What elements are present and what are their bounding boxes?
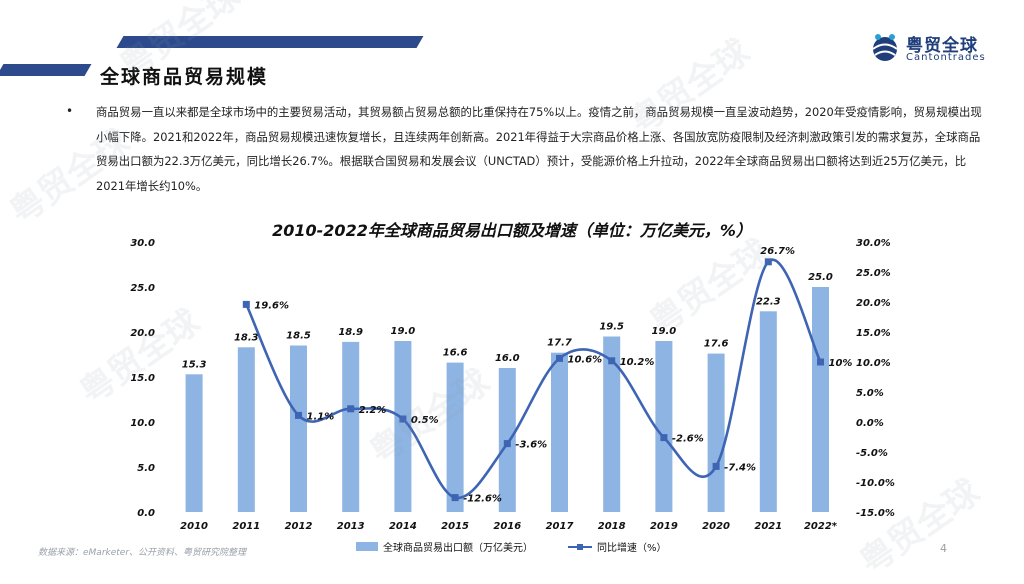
bar — [759, 311, 777, 512]
bar-value-label: 19.0 — [391, 326, 416, 337]
data-source-note: 数据来源：eMarketer、公开资料、粤贸研究院整理 — [38, 548, 247, 558]
bar-value-label: 18.5 — [286, 331, 311, 342]
growth-rate-point — [242, 300, 250, 308]
x-tick-label: 2021 — [754, 521, 782, 532]
bar-value-label: 15.3 — [182, 359, 207, 370]
y-left-tick-label: 30.0 — [130, 238, 155, 249]
growth-rate-point — [817, 358, 824, 366]
growth-rate-point — [503, 440, 511, 448]
x-tick-label: 2013 — [337, 521, 365, 532]
growth-rate-label: 10.6% — [568, 354, 603, 365]
growth-rate-label: 1.1% — [307, 411, 335, 422]
growth-rate-line — [245, 258, 822, 500]
y-left-tick-label: 15.0 — [130, 373, 155, 384]
bar-value-label: 25.0 — [808, 272, 833, 283]
y-left-tick-label: 0.0 — [137, 508, 155, 519]
growth-rate-point — [764, 258, 772, 266]
growth-rate-label: -12.6% — [463, 494, 502, 505]
growth-rate-label: -7.4% — [724, 462, 756, 473]
growth-rate-label: 0.5% — [411, 415, 439, 426]
y-right-tick-label: 25.0% — [856, 268, 891, 279]
bar-value-label: 18.9 — [338, 327, 363, 338]
x-tick-label: 2018 — [598, 521, 626, 532]
growth-rate-label: 26.7% — [760, 246, 795, 257]
bar — [237, 347, 255, 512]
bar — [655, 341, 673, 512]
x-tick-label: 2022* — [804, 521, 838, 532]
logo-chinese-name: 粤贸全球 — [906, 36, 978, 56]
growth-rate-label: -3.6% — [515, 440, 547, 451]
y-right-tick-label: -15.0% — [856, 508, 895, 519]
growth-rate-point — [608, 357, 616, 365]
x-tick-label: 2016 — [493, 521, 521, 532]
y-left-tick-label: 20.0 — [130, 328, 155, 339]
growth-rate-point — [399, 415, 407, 423]
bar-value-label: 19.5 — [599, 322, 624, 333]
x-tick-label: 2015 — [441, 521, 469, 532]
bar — [185, 374, 203, 512]
bar — [603, 336, 621, 512]
x-tick-label: 2011 — [232, 521, 260, 532]
bar — [446, 362, 464, 512]
legend-line-marker — [577, 544, 583, 550]
x-tick-label: 2019 — [650, 521, 678, 532]
x-tick-label: 2010 — [180, 521, 208, 532]
x-tick-label: 2012 — [285, 521, 313, 532]
growth-rate-label: -2.6% — [672, 434, 704, 445]
legend-bar-label: 全球商品贸易出口额（万亿美元） — [383, 541, 533, 554]
x-tick-label: 2017 — [546, 521, 574, 532]
growth-rate-label: 19.6% — [254, 300, 289, 311]
bar — [551, 352, 568, 512]
page-title: 全球商品贸易规模 — [100, 66, 269, 88]
x-tick-label: 2020 — [702, 521, 730, 532]
company-logo: 粤贸全球 Cantontrades — [868, 30, 998, 70]
y-right-tick-label: 30.0% — [856, 238, 891, 249]
bar — [707, 353, 725, 512]
bar-value-label: 22.3 — [756, 296, 781, 307]
y-left-tick-label: 25.0 — [130, 283, 155, 294]
y-right-tick-label: 20.0% — [856, 298, 891, 309]
bar-value-label: 19.0 — [652, 326, 677, 337]
chart-title: 2010-2022年全球商品贸易出口额及增速（单位：万亿美元，%） — [272, 221, 752, 240]
y-right-tick-label: 10.0% — [856, 358, 891, 369]
growth-rate-point — [295, 411, 302, 419]
legend-line-label: 同比增速（%） — [597, 541, 667, 554]
y-right-tick-label: 15.0% — [856, 328, 891, 339]
growth-rate-point — [556, 354, 563, 362]
growth-rate-label: 10% — [829, 358, 853, 369]
bar-value-label: 16.6 — [443, 348, 468, 359]
bar — [498, 368, 516, 512]
bar — [394, 341, 412, 512]
y-right-tick-label: -5.0% — [856, 448, 888, 459]
y-right-tick-label: 5.0% — [856, 388, 884, 399]
bar — [812, 287, 829, 512]
bar — [290, 345, 307, 512]
y-left-tick-label: 10.0 — [130, 418, 155, 429]
growth-rate-label: 2.2% — [359, 405, 387, 416]
growth-rate-point — [451, 494, 459, 502]
globe-logo-icon — [872, 34, 898, 61]
bar-value-label: 16.0 — [495, 353, 520, 364]
y-right-tick-label: 0.0% — [856, 418, 884, 429]
growth-rate-point — [347, 405, 355, 413]
bar-value-label: 18.3 — [234, 332, 259, 343]
x-tick-label: 2014 — [389, 521, 417, 532]
growth-rate-label: 10.2% — [620, 357, 655, 368]
logo-english-name: Cantontrades — [906, 52, 986, 63]
y-left-tick-label: 5.0 — [137, 463, 155, 474]
growth-rate-point — [712, 462, 720, 470]
bar-value-label: 17.7 — [547, 338, 572, 349]
body-paragraph: 商品贸易一直以来都是全球市场中的主要贸易活动，其贸易额占贸易总额的比重保持在75… — [96, 105, 982, 193]
bullet-marker: • — [66, 104, 74, 118]
growth-rate-point — [660, 434, 668, 442]
bar — [342, 341, 360, 512]
bar-value-label: 17.6 — [704, 339, 729, 350]
legend-bar-swatch — [356, 542, 378, 551]
page-number: 4 — [940, 542, 947, 555]
y-right-tick-label: -10.0% — [856, 478, 895, 489]
